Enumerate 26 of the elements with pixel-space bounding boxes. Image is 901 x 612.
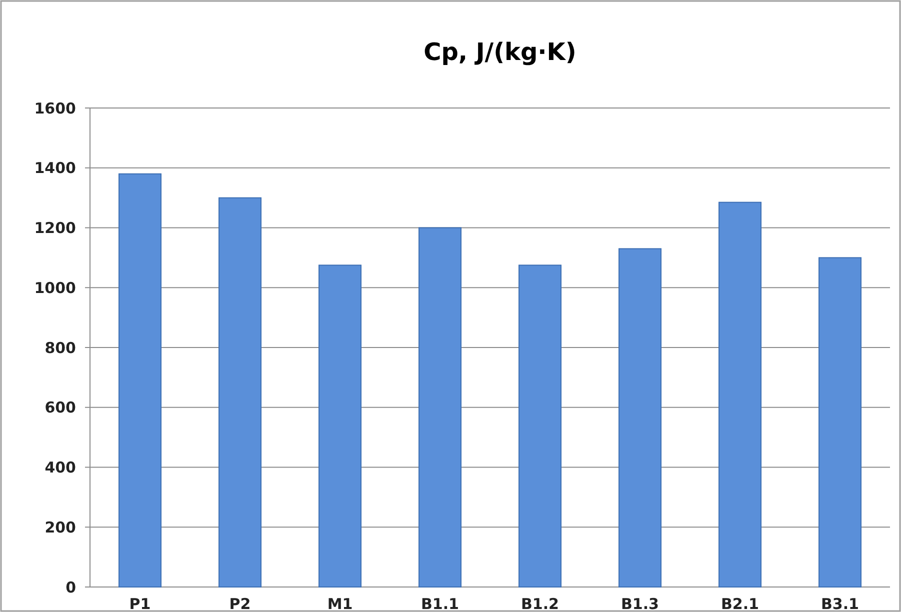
x-tick-label: P1 [129,595,151,612]
bar [118,173,162,588]
bar [618,248,662,588]
x-tick-label: B3.1 [820,595,860,612]
y-tick-label: 1200 [34,219,76,237]
bar [818,257,862,588]
bar [718,202,762,588]
y-tick-label: 1600 [34,99,76,118]
x-tick-label: M1 [327,595,353,612]
bar [218,197,262,588]
chart-title: Cp, J/(kg·K) [424,38,576,66]
y-tick-label: 1400 [34,159,76,178]
y-tick-label: 800 [44,338,76,357]
x-tick-label: P2 [229,595,251,612]
y-tick-label: 400 [44,458,76,476]
x-tick-label: B1.3 [620,595,660,612]
bar [418,227,462,588]
x-tick-label: B1.2 [520,595,560,612]
x-tick-label: B1.1 [420,595,460,612]
bar [318,264,362,588]
y-tick-label: 1000 [34,278,76,297]
y-tick-label: 0 [66,578,76,596]
x-tick-label: B2.1 [720,595,760,612]
y-tick-label: 200 [44,518,76,536]
y-tick-label: 600 [44,398,76,417]
bar [518,264,562,588]
